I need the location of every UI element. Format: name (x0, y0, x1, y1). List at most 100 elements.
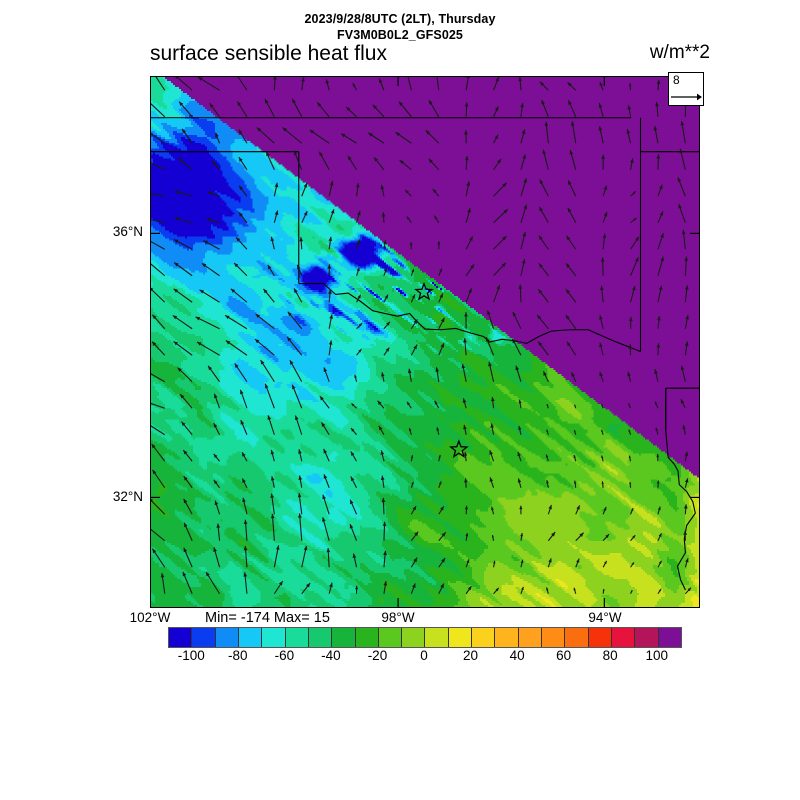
wind-vector-head (464, 312, 468, 317)
wind-vector-head (628, 429, 631, 432)
wind-vector (151, 373, 166, 383)
wind-vector (225, 340, 248, 356)
wind-vector-head (180, 394, 185, 399)
wind-vector-head (470, 264, 475, 269)
wind-vector-head (181, 128, 186, 134)
wind-vector-head (503, 209, 508, 214)
wind-vector-head (346, 106, 351, 112)
station-marker-1 (414, 281, 434, 301)
wind-vector-head (373, 157, 379, 162)
wind-vector-head (685, 558, 689, 563)
wind-vector-head (683, 530, 688, 535)
wind-vector-head (566, 341, 571, 347)
wind-vector-head (517, 451, 521, 457)
wind-vector-head (175, 190, 180, 195)
wind-vector-head (574, 430, 576, 433)
colorbar-segment-3 (238, 628, 263, 647)
wind-vector-head (352, 553, 357, 558)
colorbar-ticks: -100 -80 -60 -40 -20 0 20 40 60 80 100 (0, 648, 800, 668)
wind-vector-head (464, 505, 468, 510)
lon-tick-94: 94°W (588, 610, 622, 625)
wind-vector-head (629, 481, 632, 485)
wind-vector-head (603, 211, 608, 217)
wind-vector-head (687, 587, 692, 592)
wind-vector-head (412, 583, 416, 588)
wind-vector-head (411, 481, 414, 485)
colorbar[interactable] (168, 627, 682, 648)
wind-vector-head (493, 560, 496, 564)
wind-vector-head (573, 480, 577, 484)
wind-vector-head (437, 241, 441, 245)
wind-vector-head (570, 121, 575, 126)
wind-vector (407, 77, 412, 91)
wind-vector-head (518, 284, 523, 289)
wind-vector-head (658, 588, 662, 592)
wind-vector-head (329, 314, 334, 319)
wind-vector (155, 77, 166, 91)
wind-vector-head (309, 129, 315, 134)
wind-vector-head (381, 212, 386, 217)
wind-vector-head (323, 448, 328, 454)
model-label: FV3M0B0L2_GFS025 (337, 28, 463, 42)
wind-vector-head (350, 499, 354, 505)
wind-vector-head (569, 150, 574, 155)
wind-vector-head (660, 256, 664, 262)
wind-vector-head (383, 550, 387, 556)
wind-vector-head (684, 341, 689, 346)
wind-vector-head (399, 160, 404, 165)
wind-vector-head (293, 150, 298, 156)
wind-vector-head (628, 316, 633, 322)
wind-vector-head (378, 425, 383, 431)
wind-vector-head (683, 504, 688, 509)
colorbar-tick-40: 40 (509, 648, 525, 663)
wind-vector-head (395, 132, 400, 137)
wind-vector-head (177, 367, 182, 372)
heatflux-raster (151, 77, 699, 607)
wind-vector-head (490, 423, 495, 428)
colorbar-segment-4 (262, 628, 286, 647)
wind-vector-head (434, 400, 438, 405)
wind-vector-head (235, 237, 241, 242)
wind-vector-head (435, 367, 440, 372)
minmax-label: Min= -174 Max= 15 (205, 610, 330, 626)
wind-vector-head (546, 429, 549, 432)
wind-vector-head (356, 267, 360, 272)
wind-vector-head (351, 403, 355, 407)
wind-vector (151, 425, 166, 436)
wind-vector-head (178, 158, 183, 163)
wind-vector-head (551, 531, 556, 537)
wind-vector-head (635, 236, 640, 242)
arrow-right-icon (671, 93, 702, 101)
wind-vector-head (601, 429, 604, 433)
wind-vector-head (347, 155, 352, 161)
wind-vector-head (490, 396, 495, 402)
wind-vector-head (440, 583, 444, 589)
wind-vector-head (151, 498, 154, 502)
wind-vector-head (576, 558, 580, 563)
colorbar-segment-13 (472, 628, 496, 647)
wind-vector-head (512, 338, 516, 344)
wind-vector-head (201, 263, 207, 268)
wind-vector-head (428, 100, 433, 105)
wind-vector-head (327, 264, 332, 269)
wind-vector-head (438, 454, 441, 458)
wind-vector-head (350, 427, 355, 432)
wind-vector (151, 240, 166, 250)
wind-vector-head (213, 393, 218, 399)
wind-vector-head (573, 454, 576, 458)
wind-vector-head (466, 181, 471, 186)
wind-vector-head (579, 532, 584, 537)
wind-vector-head (463, 338, 467, 343)
colorbar-tick-60: 60 (556, 648, 572, 663)
wind-vector-head (632, 286, 636, 291)
wind-vector-head (152, 469, 157, 475)
wind-vector-head (464, 478, 468, 483)
wind-vector-head (633, 217, 637, 221)
map-plot-area[interactable] (150, 76, 700, 608)
wind-vector-head (207, 191, 213, 195)
wind-vector-head (627, 105, 632, 110)
wind-vector-head (213, 453, 218, 458)
wind-vector-head (184, 522, 188, 528)
wind-vector-head (330, 209, 335, 214)
